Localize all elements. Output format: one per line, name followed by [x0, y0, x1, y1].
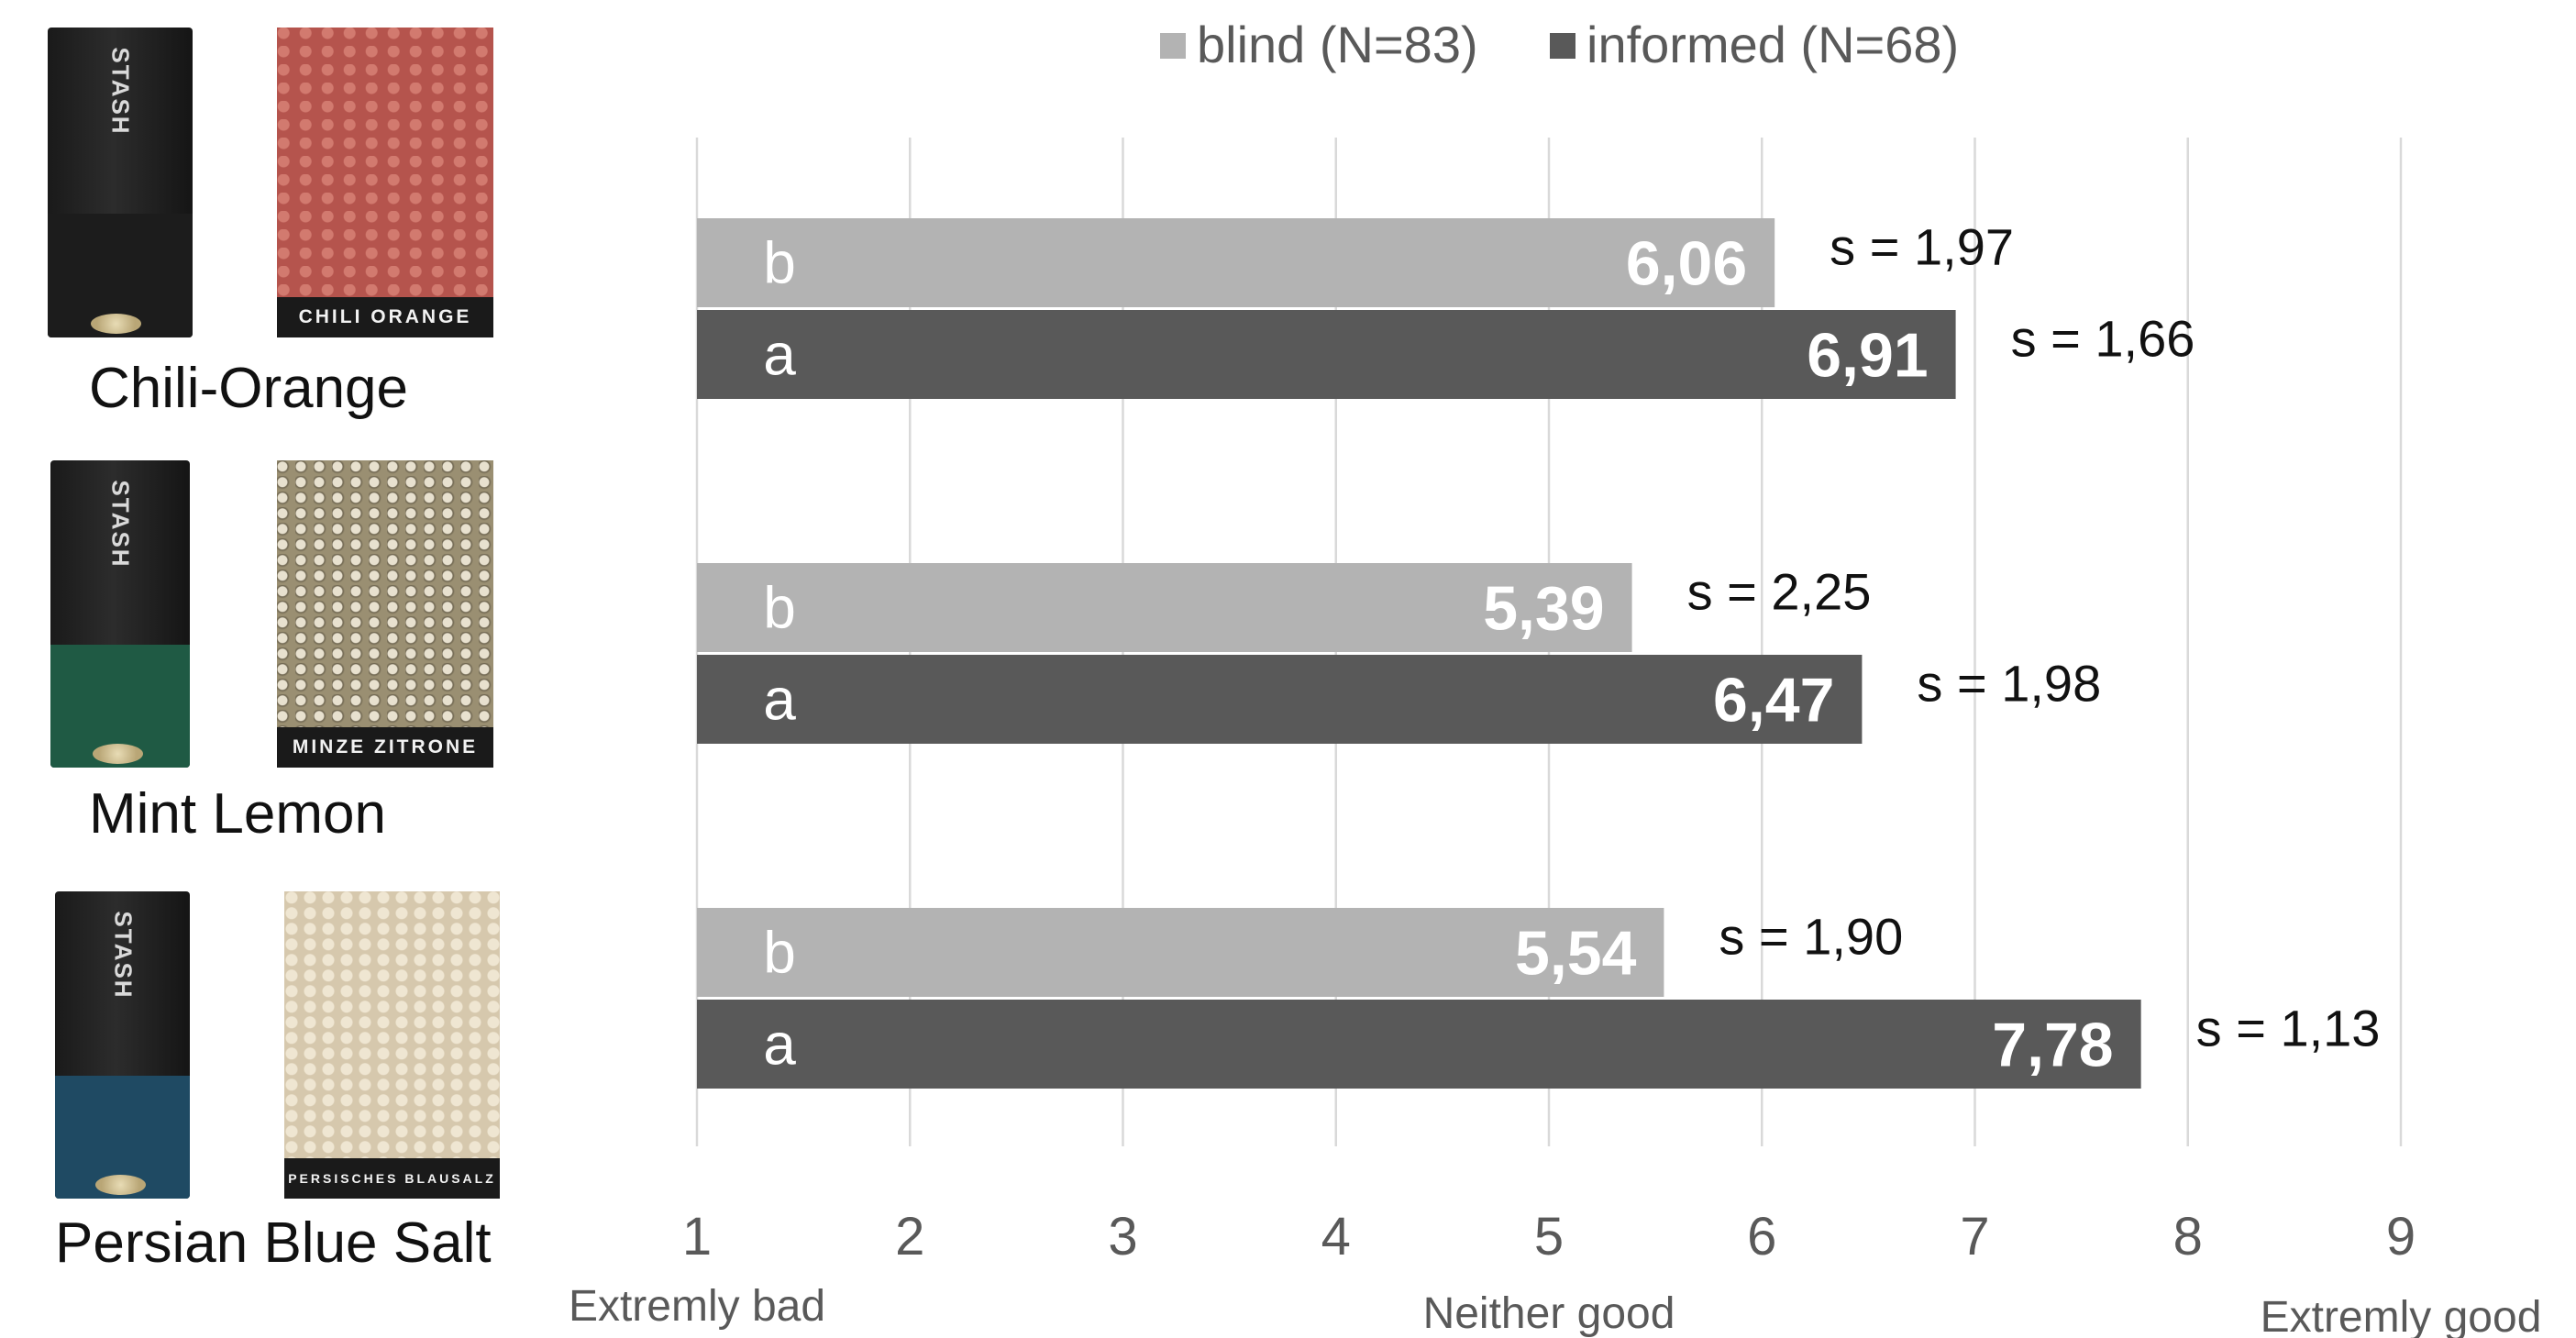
- bar-value-label: 6,06: [1626, 229, 1747, 299]
- product-name: Mint Lemon: [89, 781, 386, 846]
- bar-value-label: 5,54: [1515, 919, 1637, 989]
- axis-annotation: Extremly good: [2261, 1293, 2542, 1338]
- significance-letter: b: [763, 230, 796, 296]
- std-dev-label: s = 1,13: [2196, 1000, 2381, 1057]
- bar-value-label: 6,91: [1807, 321, 1928, 391]
- bar-value-label: 7,78: [1992, 1011, 2113, 1080]
- bar-informed: [697, 655, 1862, 744]
- x-tick-label: 5: [1534, 1207, 1564, 1266]
- std-dev-label: s = 2,25: [1687, 563, 1872, 621]
- std-dev-label: s = 1,98: [1917, 655, 2101, 713]
- pack-label: PERSISCHES BLAUSALZ: [284, 1158, 500, 1199]
- significance-letter: a: [763, 322, 796, 388]
- nut-texture-image: [277, 460, 493, 727]
- significance-letter: b: [763, 920, 796, 986]
- pistachio-pile-image: [93, 744, 143, 764]
- bar-informed: [697, 1000, 2141, 1089]
- axis-annotation: Neither good: [1423, 1289, 1675, 1338]
- product-can-image: STASH: [50, 460, 190, 768]
- pack-label: MINZE ZITRONE: [277, 727, 493, 768]
- can-brand-text: STASH: [108, 911, 137, 999]
- product-can-image: STASH: [55, 891, 190, 1199]
- significance-letter: a: [763, 667, 796, 733]
- legend-swatch: [1160, 33, 1186, 59]
- product-pack-image: MINZE ZITRONE: [277, 460, 493, 768]
- axis-annotation: Extremly bad: [569, 1282, 825, 1331]
- significance-letter: b: [763, 575, 796, 641]
- x-tick-label: 4: [1321, 1207, 1351, 1266]
- std-dev-label: s = 1,66: [2011, 310, 2195, 368]
- product-name: Persian Blue Salt: [55, 1211, 492, 1276]
- x-tick-label: 9: [2386, 1207, 2416, 1266]
- x-tick-label: 6: [1747, 1207, 1776, 1266]
- product-can-image: STASH: [48, 28, 193, 337]
- product-pack-image: CHILI ORANGE: [277, 28, 493, 337]
- product-name: Chili-Orange: [89, 356, 408, 421]
- bar-value-label: 5,39: [1483, 574, 1604, 644]
- x-tick-label: 1: [682, 1207, 712, 1266]
- legend-swatch: [1550, 33, 1575, 59]
- legend-label: informed (N=68): [1587, 16, 1959, 73]
- pistachio-pile-image: [95, 1175, 146, 1195]
- can-brand-text: STASH: [106, 480, 135, 568]
- bar-value-label: 6,47: [1713, 666, 1834, 735]
- pistachio-pile-image: [91, 314, 141, 334]
- x-tick-label: 2: [895, 1207, 924, 1266]
- bar-informed: [697, 310, 1956, 399]
- nut-texture-image: [277, 28, 493, 297]
- significance-letter: a: [763, 1012, 796, 1078]
- std-dev-label: s = 1,90: [1719, 908, 1903, 966]
- x-tick-label: 3: [1108, 1207, 1137, 1266]
- x-tick-label: 8: [2173, 1207, 2203, 1266]
- bar-blind: [697, 218, 1774, 307]
- pack-label: CHILI ORANGE: [277, 297, 493, 337]
- nut-texture-image: [284, 891, 500, 1158]
- std-dev-label: s = 1,97: [1830, 218, 2014, 276]
- legend-label: blind (N=83): [1197, 16, 1478, 73]
- can-brand-text: STASH: [106, 47, 135, 135]
- x-tick-label: 7: [1960, 1207, 1989, 1266]
- product-pack-image: PERSISCHES BLAUSALZ: [284, 891, 500, 1199]
